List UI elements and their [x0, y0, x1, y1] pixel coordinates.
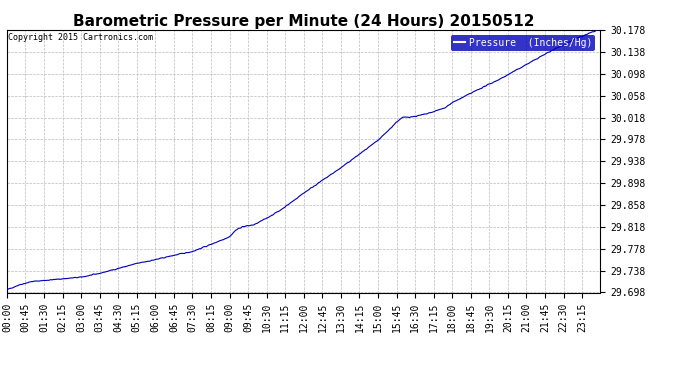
Title: Barometric Pressure per Minute (24 Hours) 20150512: Barometric Pressure per Minute (24 Hours…: [73, 14, 534, 29]
Legend: Pressure  (Inches/Hg): Pressure (Inches/Hg): [451, 35, 595, 51]
Text: Copyright 2015 Cartronics.com: Copyright 2015 Cartronics.com: [8, 33, 153, 42]
